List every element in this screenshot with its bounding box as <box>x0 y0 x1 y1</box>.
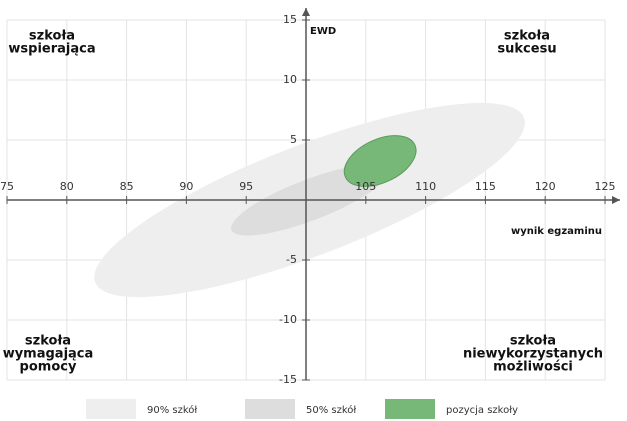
x-axis-arrow <box>612 196 620 204</box>
x-tick-label: 110 <box>415 180 436 193</box>
quadrant-label: sukcesu <box>497 42 556 57</box>
x-tick-label: 125 <box>595 180 616 193</box>
legend-label: pozycja szkoły <box>446 405 518 416</box>
quadrant-label: szkoła <box>25 334 71 349</box>
legend-item: pozycja szkoły <box>385 399 518 419</box>
legend-swatch <box>385 399 435 419</box>
quadrant-label: wymagająca <box>3 347 94 362</box>
quadrant-label: szkoła <box>504 29 550 44</box>
y-tick-label: -10 <box>279 313 297 326</box>
quadrant-label: szkoła <box>510 334 556 349</box>
y-tick-label: 5 <box>290 133 297 146</box>
legend-label: 90% szkół <box>147 404 197 416</box>
quadrant-label: szkoła <box>29 29 75 44</box>
quadrant-label: niewykorzystanych <box>463 347 603 362</box>
x-tick-label: 120 <box>535 180 556 193</box>
quadrant-label: pomocy <box>20 360 77 375</box>
quadrant-label: wspierająca <box>8 42 95 57</box>
legend-label: 50% szkół <box>306 404 356 416</box>
y-axis-title: EWD <box>310 26 336 37</box>
y-tick-label: 15 <box>283 13 297 26</box>
x-tick-label: 105 <box>355 180 376 193</box>
y-tick-label: -15 <box>279 373 297 386</box>
ellipse-region <box>343 135 417 187</box>
x-tick-label: 95 <box>239 180 253 193</box>
x-tick-label: 115 <box>475 180 496 193</box>
quadrant-label: możliwości <box>493 360 573 375</box>
y-tick-label: -5 <box>286 253 297 266</box>
x-tick-label: 80 <box>60 180 74 193</box>
y-axis-arrow <box>302 8 310 16</box>
x-tick-label: 75 <box>0 180 14 193</box>
legend-item: 50% szkół <box>245 399 356 419</box>
x-tick-label: 85 <box>120 180 134 193</box>
legend-item: 90% szkół <box>86 399 197 419</box>
legend-swatch <box>86 399 136 419</box>
x-tick-label: 90 <box>179 180 193 193</box>
x-axis-title: wynik egzaminu <box>511 226 602 237</box>
y-tick-label: 10 <box>283 73 297 86</box>
legend-swatch <box>245 399 295 419</box>
